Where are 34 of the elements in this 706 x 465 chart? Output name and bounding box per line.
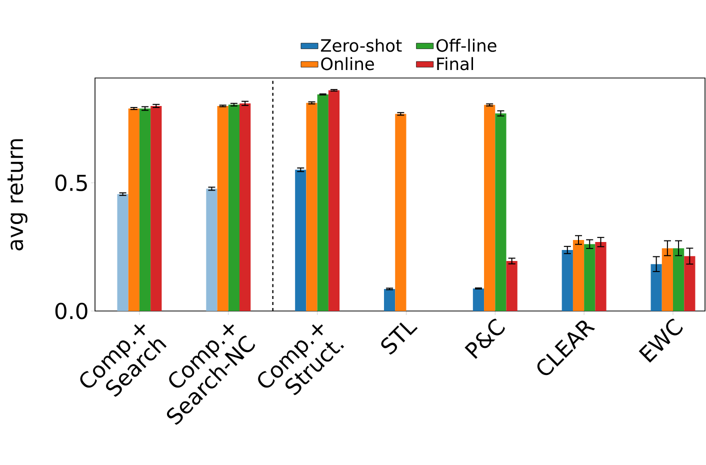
bar [217, 106, 228, 312]
y-axis-title: avg return [7, 139, 28, 250]
bar [317, 94, 328, 312]
legend-label: Final [437, 57, 474, 70]
bar [495, 113, 506, 312]
bar [206, 188, 218, 312]
bar [150, 106, 162, 312]
bar [650, 264, 662, 312]
bar [562, 250, 573, 312]
bar [139, 108, 151, 312]
bar [128, 108, 140, 312]
bar [684, 256, 696, 312]
bar [506, 261, 518, 312]
y-tick-label: 0.0 [55, 302, 88, 320]
bar [595, 242, 606, 312]
bar [384, 288, 396, 312]
bar [484, 104, 496, 312]
bar [584, 244, 596, 312]
bar [472, 288, 484, 312]
bar [117, 194, 128, 312]
x-tick-label: STL [381, 322, 418, 355]
bar [395, 114, 406, 312]
y-tick-label: 0.5 [55, 174, 87, 192]
bar [295, 170, 306, 312]
bar [672, 248, 684, 312]
bar [662, 248, 673, 312]
legend-label: Off-line [436, 38, 496, 52]
bar [228, 104, 240, 312]
bar [306, 102, 318, 312]
bar [572, 240, 584, 312]
legend-label: Online [321, 57, 374, 70]
bar [239, 103, 251, 312]
bar [328, 90, 340, 312]
legend-label: Zero-shot [320, 38, 402, 52]
